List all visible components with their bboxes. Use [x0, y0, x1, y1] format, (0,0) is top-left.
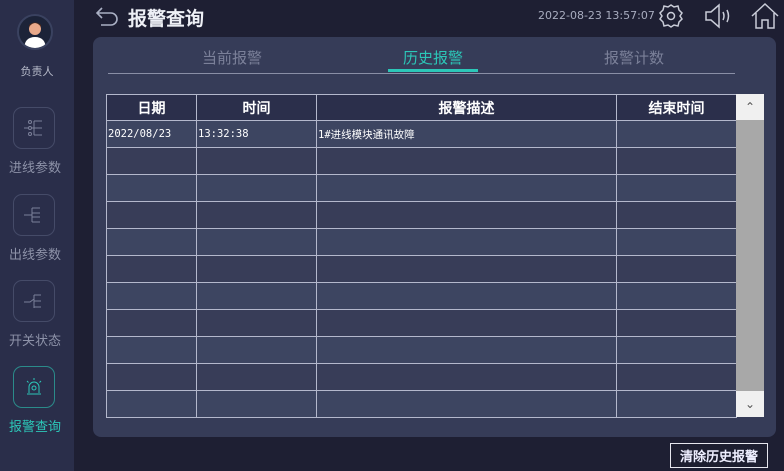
column-header: 结束时间 [616, 94, 737, 121]
table-row[interactable] [106, 336, 737, 364]
table-row[interactable] [106, 255, 737, 283]
table-cell [616, 174, 737, 202]
outgoing-line-icon [13, 194, 55, 236]
table-cell [616, 282, 737, 310]
sidebar-item-label: 开关状态 [8, 334, 61, 349]
home-icon [751, 2, 779, 29]
table-cell [316, 309, 617, 337]
sidebar-item-label: 出线参数 [8, 248, 61, 263]
table-cell [616, 255, 737, 283]
table-cell [316, 174, 617, 202]
table-cell [106, 228, 197, 256]
datetime: 2022-08-23 13:57:07 [538, 9, 655, 22]
scroll-up-button[interactable]: ⌃ [736, 94, 764, 120]
settings-button[interactable] [657, 2, 685, 34]
scrollbar[interactable]: ⌃ ⌄ [736, 94, 764, 417]
table-cell [196, 336, 317, 364]
table-cell [196, 147, 317, 175]
column-header: 日期 [106, 94, 197, 121]
home-button[interactable] [750, 2, 780, 34]
back-button[interactable] [95, 5, 121, 31]
table-cell: 1#进线模块通讯故障 [316, 120, 617, 148]
user-label: 负责人 [20, 65, 54, 78]
active-tab-indicator [388, 69, 478, 72]
table-cell [196, 309, 317, 337]
table-cell [106, 282, 197, 310]
chevron-down-icon: ⌄ [744, 397, 756, 411]
table-row[interactable] [106, 174, 737, 202]
table-cell [196, 201, 317, 229]
table-cell [616, 390, 737, 418]
table-cell [196, 228, 317, 256]
sidebar-item-label: 报警查询 [8, 420, 61, 435]
table-cell [106, 336, 197, 364]
table-cell [616, 363, 737, 391]
tab-divider [108, 73, 735, 74]
sidebar-item-alarm[interactable]: 报警查询 [0, 366, 74, 446]
table-row[interactable] [106, 147, 737, 175]
table-cell [616, 228, 737, 256]
table-cell [196, 255, 317, 283]
table-row[interactable] [106, 201, 737, 229]
clear-history-button[interactable]: 清除历史报警 [670, 443, 768, 468]
scroll-down-button[interactable]: ⌄ [736, 391, 764, 417]
table-cell [616, 336, 737, 364]
table-row[interactable] [106, 309, 737, 337]
tab-current-alarm[interactable]: 当前报警 [201, 49, 262, 67]
table-row[interactable] [106, 282, 737, 310]
table-cell [316, 201, 617, 229]
table-row[interactable] [106, 390, 737, 418]
table-cell [196, 363, 317, 391]
chevron-up-icon: ⌃ [744, 100, 756, 114]
tab-alarm-count[interactable]: 报警计数 [603, 49, 664, 67]
table-cell [316, 255, 617, 283]
table-cell [106, 174, 197, 202]
table-cell [316, 336, 617, 364]
table-row[interactable] [106, 228, 737, 256]
table-cell [616, 147, 737, 175]
incoming-line-icon [13, 107, 55, 149]
table-cell [106, 309, 197, 337]
switch-icon [13, 280, 55, 322]
table-row[interactable]: 2022/08/23 13:32:38 1#进线模块通讯故障 [106, 120, 737, 148]
gear-icon [659, 4, 683, 28]
sidebar-item-outgoing[interactable]: 出线参数 [0, 194, 74, 274]
table-cell [196, 174, 317, 202]
table-cell [106, 147, 197, 175]
back-arrow-icon [95, 7, 118, 26]
table-cell: 2022/08/23 [106, 120, 197, 148]
avatar [17, 14, 53, 50]
table-cell [316, 147, 617, 175]
tab-history-alarm[interactable]: 历史报警 [402, 49, 463, 67]
table-cell [196, 390, 317, 418]
column-header: 时间 [196, 94, 317, 121]
table-cell [316, 390, 617, 418]
table-cell [316, 228, 617, 256]
table-row[interactable] [106, 363, 737, 391]
sidebar-item-incoming[interactable]: 进线参数 [0, 107, 74, 187]
table-cell [616, 309, 737, 337]
table-cell [106, 255, 197, 283]
table-cell [106, 390, 197, 418]
speaker-icon [705, 3, 730, 29]
table-cell [616, 120, 737, 148]
sound-button[interactable] [703, 2, 733, 34]
page-title: 报警查询 [128, 8, 205, 30]
alarm-history-table: 日期 时间 报警描述 结束时间 2022/08/23 13:32:38 1#进线模块通讯故… [106, 94, 737, 418]
table-cell: 13:32:38 [196, 120, 317, 148]
table-cell [106, 201, 197, 229]
sidebar-item-switch[interactable]: 开关状态 [0, 280, 74, 360]
table-cell [616, 201, 737, 229]
sidebar-item-label: 进线参数 [8, 161, 61, 176]
table-cell [316, 282, 617, 310]
alarm-icon [13, 366, 55, 408]
table-cell [316, 363, 617, 391]
sidebar: 负责人 进线参数 出线参数 开关状态 报警查询 [0, 0, 74, 471]
table-cell [106, 363, 197, 391]
column-header: 报警描述 [316, 94, 617, 121]
table-cell [196, 282, 317, 310]
